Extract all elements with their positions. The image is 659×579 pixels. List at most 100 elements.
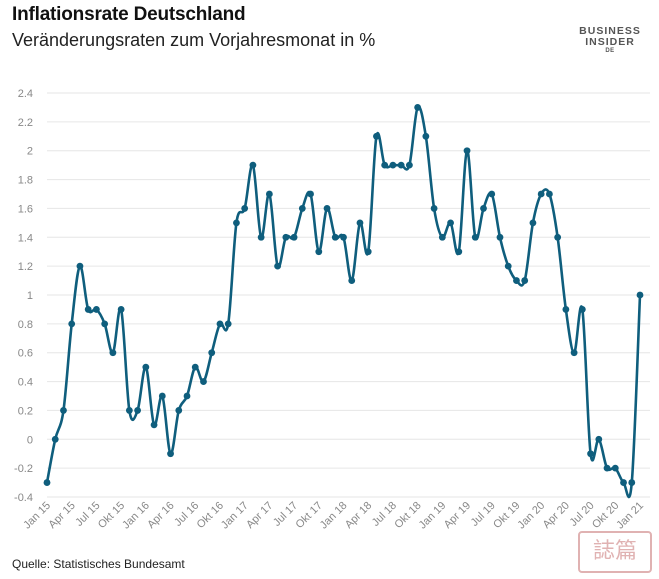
data-point — [191, 363, 199, 371]
data-point — [208, 349, 216, 357]
data-point — [537, 190, 545, 198]
data-point — [175, 407, 183, 414]
y-tick-label: 0.6 — [18, 348, 33, 360]
data-point — [307, 190, 314, 198]
data-point — [595, 435, 603, 443]
y-tick-label: 0.4 — [18, 377, 33, 389]
data-point — [463, 147, 471, 155]
x-tick-label: Jan 15 — [21, 500, 53, 532]
data-point — [117, 306, 125, 313]
data-point — [241, 205, 249, 212]
data-point — [471, 233, 479, 241]
source-note: Quelle: Statistisches Bundesamt — [12, 557, 185, 571]
data-point — [455, 248, 463, 256]
data-point — [546, 190, 553, 198]
chart-title: Inflationsrate Deutschland — [12, 4, 246, 25]
data-point — [84, 306, 92, 313]
data-point — [397, 161, 405, 169]
y-axis-ticks: -0.4 -0.2 0 0.2 0.4 0.6 0.8 1 1.2 1.4 1.6 1.8 2 2.2 2.… — [14, 88, 33, 504]
logo-line-de: DE — [605, 48, 615, 54]
data-points — [43, 104, 644, 486]
data-point — [331, 233, 339, 241]
data-point — [488, 190, 496, 198]
data-point — [348, 277, 356, 284]
data-point — [43, 479, 51, 486]
data-point — [150, 421, 158, 429]
data-point — [529, 219, 537, 227]
data-point — [298, 205, 306, 212]
data-point — [265, 190, 273, 198]
data-point — [480, 205, 487, 212]
y-tick-label: 0.8 — [18, 319, 33, 331]
x-tick-label: Apr 15 — [46, 500, 77, 531]
data-point — [51, 435, 59, 443]
data-point — [125, 407, 133, 414]
business-insider-logo: BUSINESS INSIDER DE — [572, 26, 648, 54]
data-point — [578, 306, 586, 313]
data-point — [422, 132, 430, 140]
data-point — [60, 407, 67, 414]
data-point — [521, 277, 529, 284]
x-tick-label: Jan 17 — [219, 500, 251, 532]
data-point — [587, 450, 594, 458]
data-point — [389, 161, 397, 169]
data-point — [381, 161, 389, 169]
data-point — [216, 320, 224, 328]
x-tick-label: Jan 18 — [318, 500, 350, 532]
data-point — [249, 161, 257, 169]
y-tick-label: 0 — [27, 434, 33, 446]
data-point — [68, 320, 76, 328]
x-tick-label: Apr 19 — [442, 500, 473, 531]
x-tick-label: Jan 21 — [614, 500, 646, 532]
data-point — [257, 233, 265, 241]
data-point — [134, 407, 141, 414]
y-tick-label: 2.2 — [18, 117, 33, 129]
data-point — [183, 392, 191, 400]
y-tick-label: 0.2 — [18, 405, 33, 417]
data-point — [93, 306, 100, 313]
data-point — [513, 277, 520, 284]
data-point — [554, 233, 562, 241]
y-tick-label: -0.4 — [14, 492, 33, 504]
data-point — [356, 219, 364, 227]
data-point — [414, 104, 422, 111]
data-point — [611, 464, 619, 472]
data-point — [224, 320, 232, 328]
x-tick-label: Jan 16 — [120, 500, 152, 532]
data-point — [496, 233, 504, 241]
x-tick-label: Apr 18 — [343, 500, 374, 531]
data-point — [636, 291, 644, 299]
grid-lines — [47, 92, 650, 498]
data-point — [76, 262, 84, 270]
data-point — [405, 161, 413, 169]
data-point — [167, 450, 174, 458]
inflation-series-line — [45, 105, 642, 499]
logo-line-insider: INSIDER — [585, 35, 635, 48]
data-point — [628, 479, 636, 486]
data-point — [562, 306, 570, 313]
y-tick-label: 1.4 — [18, 232, 33, 244]
data-point — [364, 248, 372, 256]
data-point — [323, 205, 331, 212]
y-tick-label: 1.8 — [18, 175, 33, 187]
x-tick-label: Jan 19 — [417, 500, 449, 532]
data-point — [438, 233, 446, 241]
data-point — [101, 320, 109, 328]
x-tick-label: Apr 16 — [145, 500, 176, 531]
data-point — [504, 262, 512, 270]
x-tick-label: Apr 17 — [244, 500, 275, 531]
y-tick-label: 2.4 — [18, 88, 33, 100]
logo-line-business: BUSINESS — [579, 25, 641, 37]
data-point — [142, 363, 150, 371]
data-point — [274, 262, 282, 270]
data-point — [430, 205, 438, 212]
watermark-stamp: 誌篇 — [578, 531, 652, 573]
y-tick-label: 1.6 — [18, 203, 33, 215]
data-point — [373, 132, 380, 140]
data-point — [340, 233, 347, 241]
data-point — [158, 392, 166, 400]
data-point — [620, 479, 627, 486]
data-point — [290, 233, 298, 241]
